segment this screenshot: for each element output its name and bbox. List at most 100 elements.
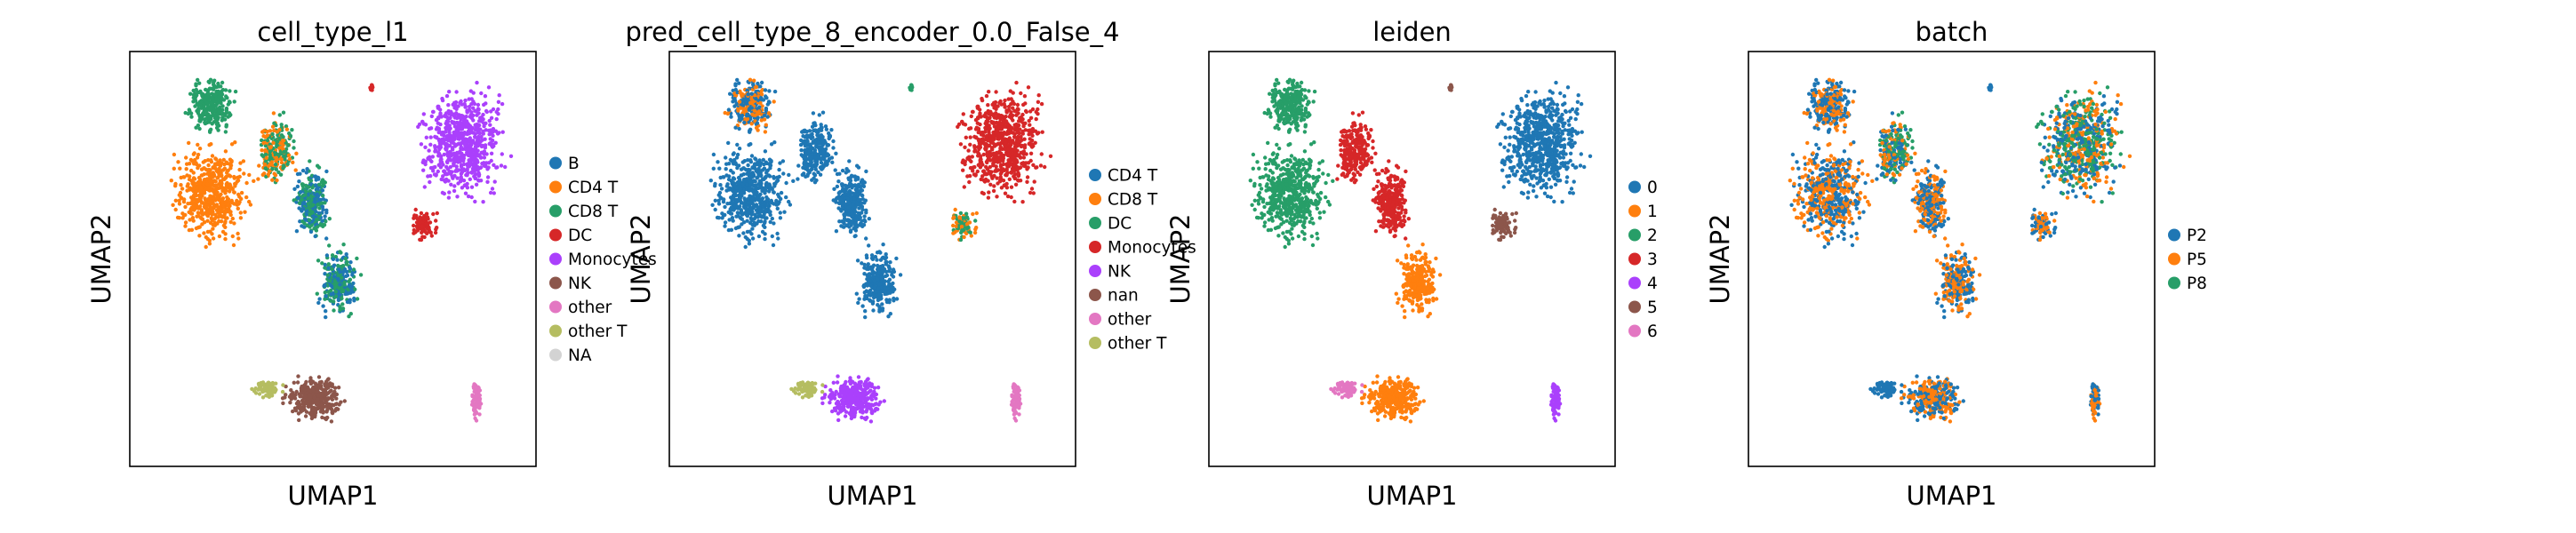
umap-point	[713, 198, 717, 203]
umap-point	[860, 197, 865, 202]
umap-point	[886, 314, 891, 319]
umap-point	[433, 230, 438, 235]
umap-point	[270, 178, 275, 182]
umap-point	[315, 192, 319, 196]
umap-point	[763, 88, 768, 92]
umap-point	[767, 89, 772, 93]
umap-point	[192, 151, 196, 155]
umap-point	[324, 208, 329, 212]
umap-point	[868, 279, 872, 283]
umap-point	[452, 124, 458, 129]
umap-point	[276, 170, 281, 175]
umap-point	[862, 416, 867, 421]
umap-point	[491, 142, 495, 147]
umap-point	[446, 139, 451, 143]
umap-point	[806, 394, 812, 399]
umap-point	[202, 231, 206, 235]
umap-point	[485, 179, 490, 184]
umap-point	[345, 273, 350, 278]
umap-point	[828, 401, 832, 405]
umap-point	[754, 97, 758, 101]
umap-point	[324, 294, 328, 298]
umap-point	[828, 388, 833, 393]
umap-point	[286, 143, 291, 147]
umap-point	[879, 275, 884, 280]
umap-point	[317, 182, 322, 187]
umap-point	[474, 152, 478, 156]
umap-point	[763, 236, 767, 242]
umap-point	[852, 385, 858, 389]
umap-point	[463, 191, 468, 195]
umap-point	[324, 314, 328, 320]
umap-point	[242, 171, 246, 176]
umap-point	[737, 126, 741, 131]
legend-marker	[549, 300, 562, 314]
umap-point	[329, 288, 333, 293]
umap-point	[308, 394, 313, 400]
umap-point	[417, 122, 422, 127]
umap-point	[428, 135, 433, 139]
umap-point	[884, 273, 890, 278]
umap-point	[449, 109, 453, 114]
umap-point	[875, 276, 880, 282]
umap-point	[313, 234, 317, 239]
umap-point	[830, 409, 835, 414]
umap-point	[268, 162, 273, 166]
umap-point	[421, 112, 426, 116]
umap-point	[319, 386, 324, 391]
umap-point	[449, 170, 453, 174]
umap-point	[208, 77, 213, 83]
umap-point	[297, 179, 301, 184]
umap-point	[888, 260, 892, 265]
umap-point	[763, 130, 768, 134]
umap-point	[192, 195, 196, 199]
umap-point	[759, 118, 764, 123]
umap-point	[297, 402, 301, 407]
umap-point	[820, 401, 825, 406]
umap-point	[458, 132, 462, 137]
umap-point	[757, 105, 762, 109]
umap-point	[835, 171, 840, 177]
umap-point	[848, 404, 852, 409]
umap-point	[737, 147, 742, 151]
umap-point	[454, 151, 459, 156]
umap-point	[270, 131, 275, 137]
umap-point	[811, 381, 815, 386]
umap-point	[189, 227, 195, 232]
umap-point	[300, 406, 306, 410]
umap-point	[268, 129, 273, 133]
umap-point	[868, 292, 873, 297]
umap-point	[212, 188, 217, 194]
umap-point	[735, 225, 740, 230]
umap-point	[204, 198, 208, 203]
umap-point	[223, 236, 228, 242]
umap-point	[288, 133, 293, 139]
umap-point	[321, 197, 325, 202]
umap-point	[444, 172, 449, 177]
umap-point	[844, 410, 849, 414]
umap-point	[891, 267, 896, 272]
umap-point	[231, 243, 236, 248]
umap-point	[304, 183, 308, 188]
umap-point	[825, 162, 829, 166]
umap-point	[183, 204, 188, 210]
umap-point	[880, 302, 884, 306]
umap-point	[444, 121, 448, 126]
umap-point	[272, 128, 276, 133]
umap-point	[277, 136, 282, 141]
umap-point	[201, 160, 205, 164]
umap-point	[305, 167, 309, 171]
umap-point	[297, 206, 301, 211]
umap-point	[446, 103, 451, 107]
umap-point	[220, 92, 225, 97]
umap-point	[730, 180, 735, 185]
umap-point	[775, 231, 780, 236]
umap-point	[195, 197, 200, 203]
umap-point	[857, 297, 861, 301]
umap-point	[752, 220, 756, 225]
umap-point	[308, 159, 312, 163]
umap-point	[463, 98, 468, 103]
umap-point	[740, 113, 745, 118]
umap-point	[866, 406, 871, 410]
umap-point	[332, 386, 338, 390]
